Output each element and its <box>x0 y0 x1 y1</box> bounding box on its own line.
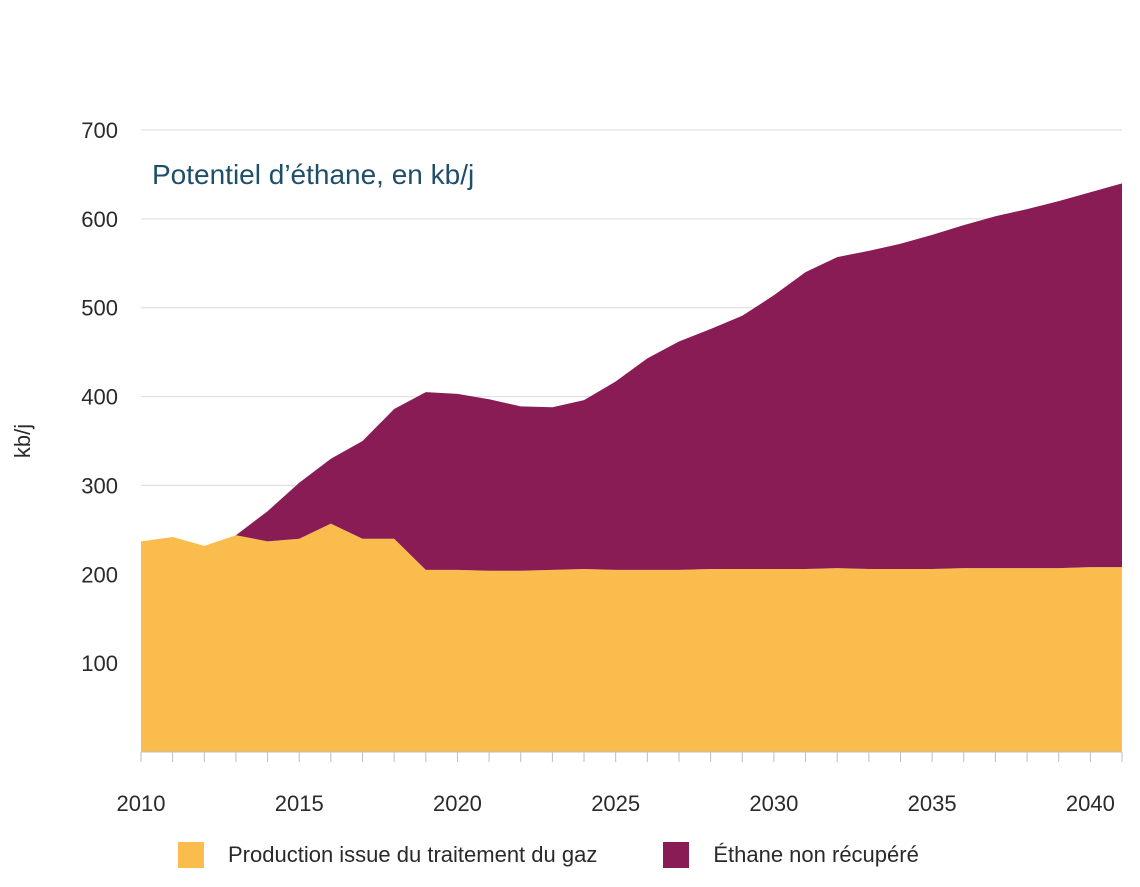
y-tick-label-100: 100 <box>81 651 118 676</box>
x-tick-label-2040: 2040 <box>1066 791 1115 816</box>
x-tick-label-2035: 2035 <box>908 791 957 816</box>
legend-swatch-ethane <box>663 842 690 868</box>
x-tick-label-2015: 2015 <box>275 791 324 816</box>
area-series-1 <box>141 183 1122 571</box>
legend-item-ethane: Éthane non récupéré <box>663 842 919 868</box>
y-axis-label: kb/j <box>10 424 35 458</box>
y-tick-label-700: 700 <box>81 118 118 143</box>
area-series-0 <box>141 523 1122 752</box>
series-areas <box>141 183 1122 752</box>
legend-item-production: Production issue du traitement du gaz <box>178 842 597 868</box>
chart-title: Potentiel d’éthane, en kb/j <box>152 159 474 190</box>
y-tick-label-200: 200 <box>81 562 118 587</box>
x-tick-label-2025: 2025 <box>591 791 640 816</box>
legend-label-ethane: Éthane non récupéré <box>713 842 919 867</box>
x-tick-label-2010: 2010 <box>117 791 166 816</box>
ticks: 100 200 300 400 500 600 700 2010 2015 2020 2025 203… <box>81 118 1123 816</box>
y-tick-label-600: 600 <box>81 207 118 232</box>
y-tick-label-300: 300 <box>81 473 118 498</box>
legend: Production issue du traitement du gaz Ét… <box>178 842 985 868</box>
x-tick-label-2030: 2030 <box>749 791 798 816</box>
y-tick-label-500: 500 <box>81 296 118 321</box>
y-tick-label-400: 400 <box>81 385 118 410</box>
legend-swatch-production <box>178 842 204 868</box>
x-tick-label-2020: 2020 <box>433 791 482 816</box>
legend-label-production: Production issue du traitement du gaz <box>228 842 598 867</box>
